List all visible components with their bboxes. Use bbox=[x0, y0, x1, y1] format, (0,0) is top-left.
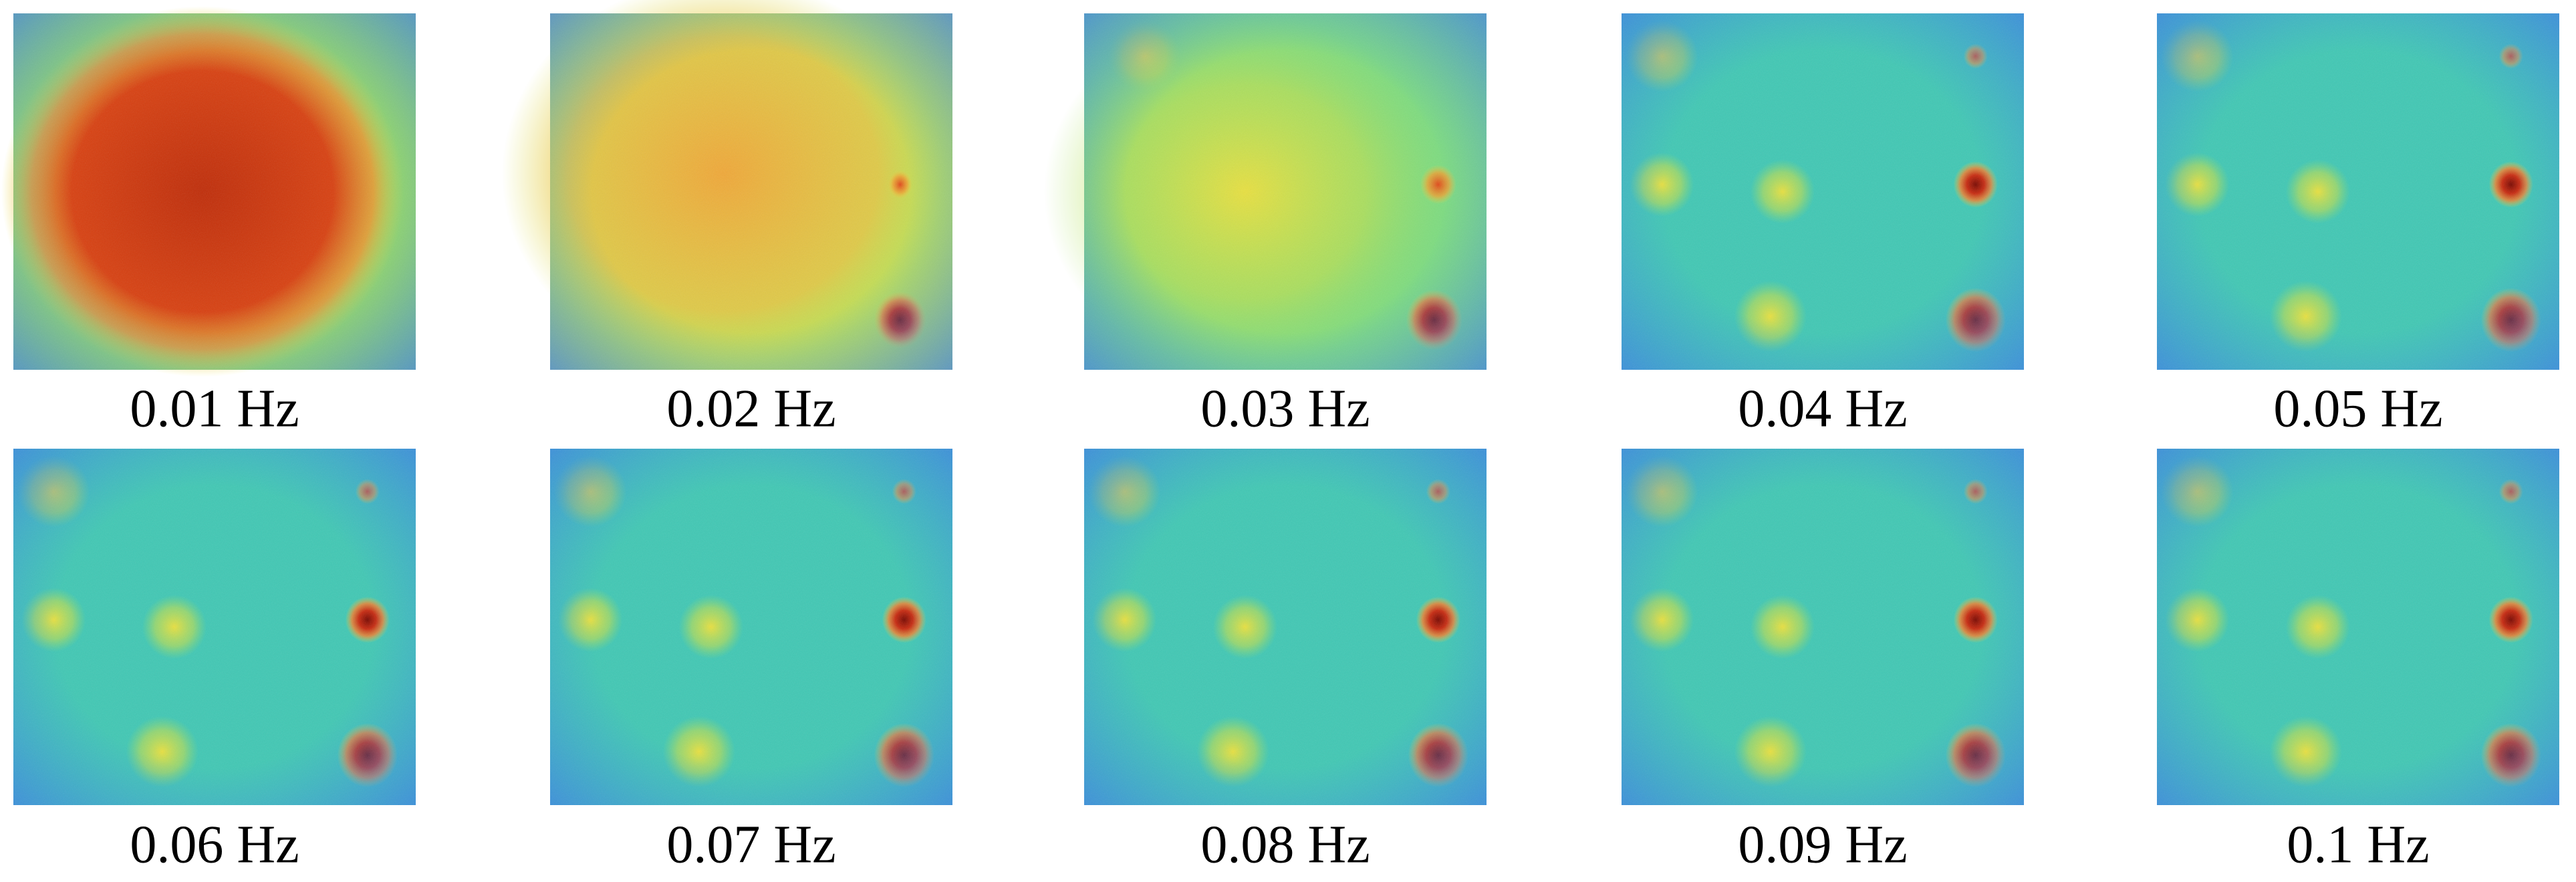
panel-label: 0.03 Hz bbox=[1200, 379, 1370, 438]
image-noise bbox=[550, 449, 952, 805]
image-noise bbox=[1622, 449, 2024, 805]
panel-label: 0.05 Hz bbox=[2273, 379, 2442, 438]
panel-label: 0.08 Hz bbox=[1200, 815, 1370, 874]
panel-label: 0.09 Hz bbox=[1738, 815, 1907, 874]
panel-label: 0.06 Hz bbox=[130, 815, 299, 874]
thermal-image bbox=[13, 449, 416, 805]
thermal-image bbox=[1084, 449, 1487, 805]
thermal-image bbox=[1622, 449, 2024, 805]
image-noise bbox=[2157, 13, 2559, 370]
thermal-image bbox=[2157, 13, 2559, 370]
image-noise bbox=[2157, 449, 2559, 805]
thermal-image bbox=[2157, 449, 2559, 805]
panel-label: 0.07 Hz bbox=[666, 815, 835, 874]
image-noise bbox=[550, 13, 952, 370]
image-noise bbox=[1084, 449, 1487, 805]
panel-label: 0.01 Hz bbox=[130, 379, 299, 438]
panel-label: 0.1 Hz bbox=[2287, 815, 2429, 874]
thermal-image bbox=[1622, 13, 2024, 370]
image-noise bbox=[1622, 13, 2024, 370]
thermal-image bbox=[501, 0, 952, 370]
panel-label: 0.02 Hz bbox=[666, 379, 835, 438]
thermal-image bbox=[550, 449, 952, 805]
thermal-image bbox=[1043, 13, 1487, 370]
image-noise bbox=[1084, 13, 1487, 370]
thermal-image bbox=[1, 6, 416, 377]
panel-label: 0.04 Hz bbox=[1738, 379, 1907, 438]
image-noise bbox=[13, 13, 416, 370]
image-noise bbox=[13, 449, 416, 805]
